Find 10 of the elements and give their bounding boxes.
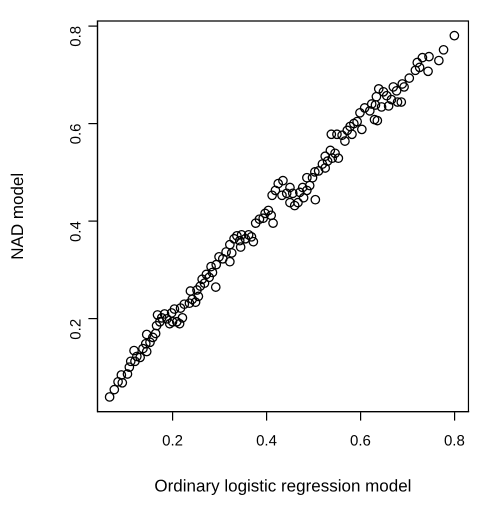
- x-axis-title: Ordinary logistic regression model: [154, 476, 412, 496]
- y-tick-label: 0.8: [68, 26, 85, 47]
- x-tick-label: 0.8: [444, 432, 465, 450]
- x-tick-label: 0.6: [350, 432, 371, 450]
- x-tick-label: 0.4: [256, 432, 277, 450]
- y-tick-label: 0.2: [68, 318, 85, 340]
- y-tick-label: 0.6: [68, 124, 85, 144]
- y-tick-label: 0.4: [68, 221, 85, 242]
- y-axis-title: NAD model: [8, 172, 27, 260]
- x-tick-label: 0.2: [162, 432, 183, 450]
